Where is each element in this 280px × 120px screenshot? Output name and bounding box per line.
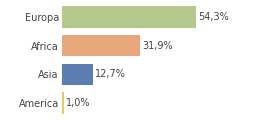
Bar [62,6,196,28]
Text: 1,0%: 1,0% [66,98,90,108]
Text: 31,9%: 31,9% [143,41,173,51]
Bar [62,92,64,114]
Bar [62,35,140,56]
Text: 12,7%: 12,7% [95,69,126,79]
Text: 54,3%: 54,3% [198,12,228,22]
Bar [62,64,93,85]
